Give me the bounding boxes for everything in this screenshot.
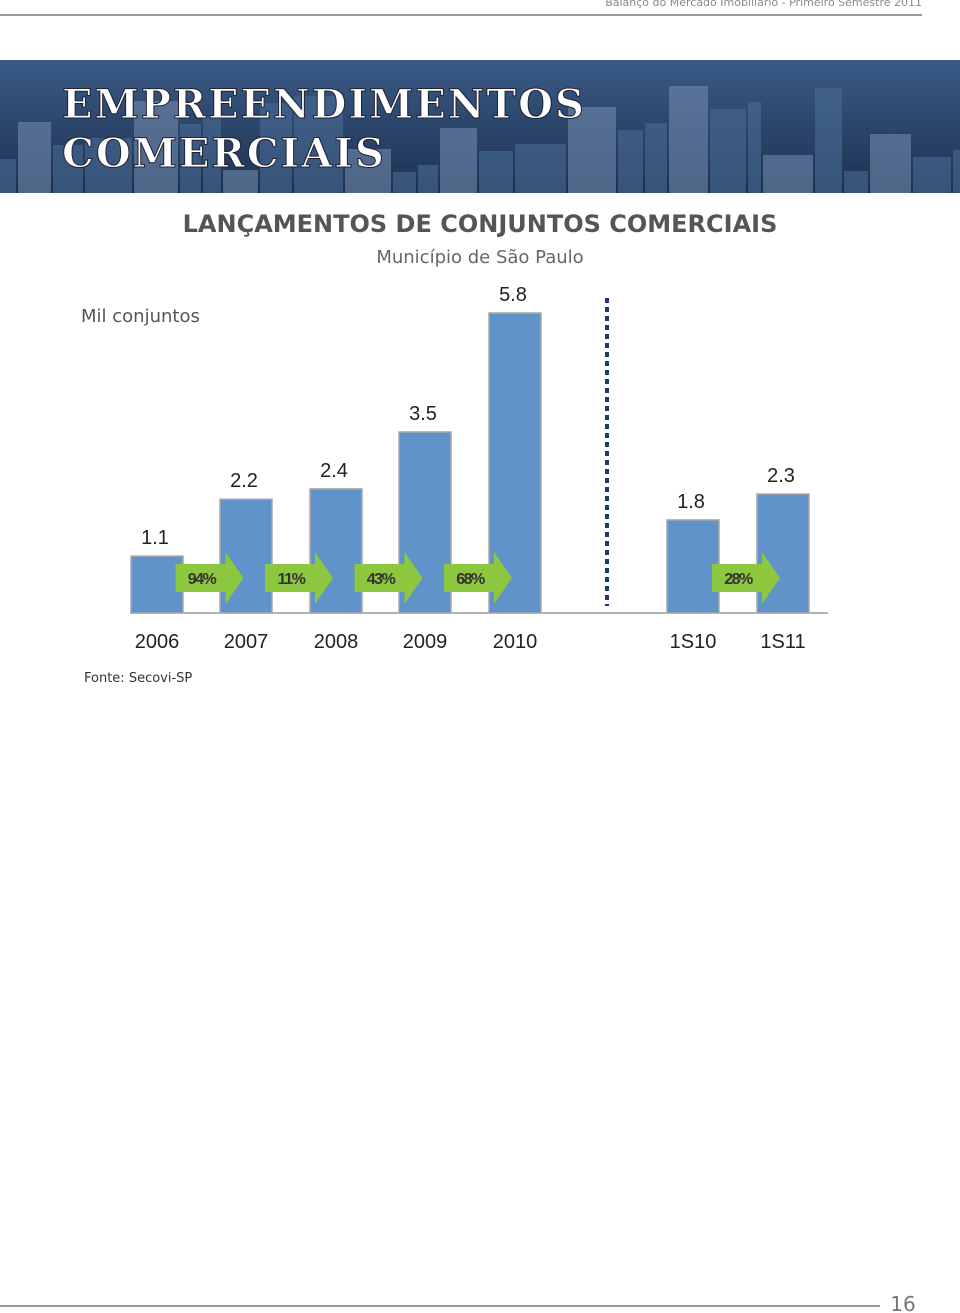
bar	[666, 519, 720, 614]
x-tick-label: 1S11	[760, 631, 805, 653]
bar	[309, 488, 363, 614]
building	[260, 103, 292, 193]
building	[645, 123, 667, 193]
building	[748, 102, 761, 193]
building	[18, 122, 51, 193]
value-label: 1.1	[141, 527, 169, 549]
chart-title: LANÇAMENTOS DE CONJUNTOS COMERCIAIS	[183, 210, 778, 238]
growth-arrow	[712, 552, 780, 604]
building	[618, 130, 643, 193]
building	[913, 157, 951, 193]
growth-arrow	[354, 552, 423, 604]
chart: 1.1 2006 2.2 2007 2.4 2008 3.5 2009 5.8 2010 1.8 1S…	[130, 284, 810, 653]
value-label: 2.2	[230, 470, 258, 492]
growth-arrow	[175, 552, 244, 604]
building	[53, 145, 83, 193]
building	[223, 170, 258, 193]
source: Fonte: Secovi-SP	[84, 671, 192, 686]
banner-title: EMPREENDIMENTOS	[62, 81, 586, 128]
x-tick-label: 2009	[403, 631, 448, 653]
building	[515, 144, 566, 193]
building	[815, 88, 842, 193]
x-tick-label: 2007	[224, 631, 269, 653]
building	[844, 171, 868, 193]
building	[345, 149, 391, 193]
value-label: 3.5	[409, 403, 437, 425]
building	[180, 124, 201, 193]
growth-label: 43%	[367, 571, 396, 588]
x-tick-label: 2008	[314, 631, 359, 653]
building	[870, 134, 911, 193]
growth-arrow	[265, 552, 333, 604]
building	[418, 165, 438, 193]
value-label: 1.8	[677, 491, 705, 513]
growth-arrow	[444, 552, 512, 604]
chart-subtitle: Município de São Paulo	[376, 247, 583, 268]
running-title: Balanço do Mercado Imobiliário - Primeir…	[605, 0, 922, 9]
building	[393, 172, 416, 193]
banner-title: COMERCIAIS	[62, 130, 386, 177]
banner	[0, 60, 960, 193]
building	[763, 155, 813, 193]
building	[953, 150, 960, 193]
x-tick-label: 2010	[493, 631, 538, 653]
building	[203, 117, 221, 193]
building	[294, 96, 343, 193]
page-number: 16	[890, 1292, 915, 1313]
bar	[130, 555, 184, 614]
building	[0, 159, 16, 193]
building	[440, 128, 477, 193]
x-tick-label: 2006	[135, 631, 180, 653]
growth-label: 68%	[456, 571, 485, 588]
growth-label: 94%	[188, 571, 217, 588]
x-tick-label: 1S10	[670, 631, 717, 653]
growth-label: 28%	[724, 571, 753, 588]
growth-label: 11%	[278, 571, 306, 588]
unit-label: Mil conjuntos	[81, 306, 200, 327]
value-label: 2.3	[767, 465, 795, 487]
value-label: 5.8	[499, 284, 527, 306]
value-label: 2.4	[320, 460, 348, 482]
building	[669, 86, 708, 193]
building	[85, 138, 132, 193]
building	[479, 151, 513, 193]
building	[568, 107, 616, 193]
building	[710, 109, 746, 193]
building	[134, 101, 178, 193]
